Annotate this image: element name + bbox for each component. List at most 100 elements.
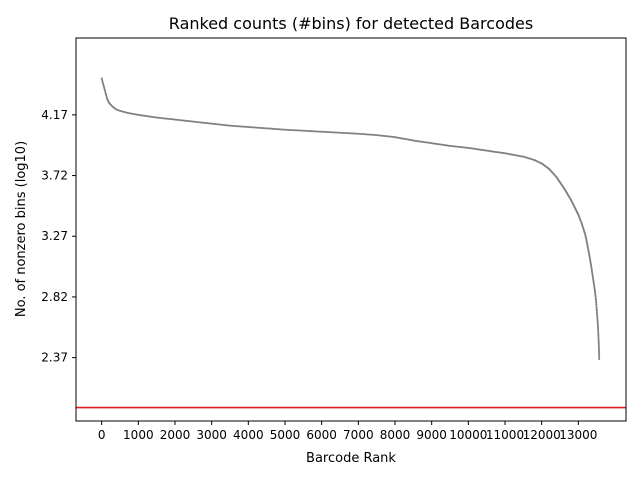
data-point bbox=[595, 308, 598, 311]
data-point bbox=[329, 131, 332, 134]
data-point bbox=[335, 131, 338, 134]
data-point bbox=[598, 357, 601, 360]
series-points bbox=[100, 77, 601, 360]
data-point bbox=[598, 350, 600, 353]
x-tick-label: 0 bbox=[98, 428, 106, 442]
data-point bbox=[597, 347, 600, 350]
data-point bbox=[597, 337, 600, 340]
data-point bbox=[310, 130, 313, 133]
data-point bbox=[311, 130, 314, 133]
data-point bbox=[597, 331, 600, 334]
data-point bbox=[284, 128, 286, 131]
plot-area bbox=[76, 77, 626, 409]
data-point bbox=[297, 129, 300, 132]
data-point bbox=[596, 319, 599, 322]
data-point bbox=[597, 329, 600, 332]
data-point bbox=[595, 309, 598, 312]
x-tick-label: 12000 bbox=[523, 428, 561, 442]
x-tick-label: 4000 bbox=[233, 428, 264, 442]
data-point bbox=[328, 131, 330, 134]
data-point bbox=[313, 130, 316, 133]
data-point bbox=[320, 130, 323, 133]
data-point bbox=[595, 301, 598, 304]
y-axis: 2.37 2.82 3.27 3.72 4.17 bbox=[41, 108, 76, 365]
data-point bbox=[286, 128, 289, 131]
y-tick-label: 4.17 bbox=[41, 108, 68, 122]
data-point bbox=[597, 344, 600, 347]
data-point bbox=[596, 320, 599, 323]
data-point bbox=[307, 130, 310, 132]
chart-title: Ranked counts (#bins) for detected Barco… bbox=[169, 14, 533, 33]
data-point bbox=[597, 341, 600, 344]
data-point bbox=[294, 129, 297, 132]
data-point bbox=[342, 131, 345, 134]
data-point bbox=[596, 322, 599, 325]
data-point bbox=[597, 334, 600, 337]
data-point bbox=[351, 132, 354, 135]
data-point bbox=[332, 131, 335, 134]
data-point bbox=[596, 325, 599, 328]
data-point bbox=[352, 132, 355, 135]
data-point bbox=[595, 311, 598, 314]
data-point bbox=[597, 342, 600, 345]
y-tick-label: 2.82 bbox=[41, 290, 68, 304]
data-point bbox=[308, 130, 311, 133]
x-axis-title: Barcode Rank bbox=[306, 451, 396, 466]
data-point bbox=[306, 129, 308, 132]
x-tick-label: 6000 bbox=[306, 428, 337, 442]
y-tick-label: 3.72 bbox=[41, 169, 68, 183]
data-point bbox=[354, 132, 357, 135]
data-point bbox=[596, 315, 599, 318]
x-tick-label: 5000 bbox=[270, 428, 301, 442]
data-point bbox=[285, 128, 288, 131]
x-tick-label: 10000 bbox=[449, 428, 487, 442]
data-point bbox=[597, 336, 600, 339]
data-point bbox=[330, 131, 333, 134]
data-point bbox=[298, 129, 301, 132]
data-point bbox=[347, 132, 350, 135]
data-point bbox=[295, 129, 298, 132]
data-point bbox=[325, 130, 328, 133]
data-point bbox=[595, 304, 598, 307]
x-tick-label: 9000 bbox=[416, 428, 447, 442]
data-point bbox=[597, 333, 600, 336]
data-point bbox=[598, 353, 601, 356]
data-point bbox=[595, 306, 598, 309]
data-point bbox=[339, 131, 342, 134]
data-point bbox=[598, 356, 601, 359]
data-point bbox=[598, 354, 601, 357]
data-point bbox=[338, 131, 341, 134]
data-point bbox=[355, 132, 358, 135]
data-point bbox=[341, 131, 344, 134]
data-point bbox=[323, 130, 326, 133]
x-tick-label: 13000 bbox=[559, 428, 597, 442]
data-point bbox=[350, 132, 352, 135]
data-point bbox=[333, 131, 336, 134]
data-point bbox=[317, 130, 320, 133]
data-point bbox=[596, 323, 599, 326]
data-point bbox=[597, 326, 600, 329]
data-point bbox=[597, 348, 600, 351]
data-point bbox=[595, 303, 598, 306]
y-tick-label: 2.37 bbox=[41, 351, 68, 365]
x-tick-label: 3000 bbox=[196, 428, 227, 442]
data-point bbox=[301, 129, 304, 132]
data-point bbox=[348, 132, 351, 135]
data-point bbox=[336, 131, 339, 134]
x-tick-label: 8000 bbox=[380, 428, 411, 442]
data-point bbox=[598, 351, 601, 354]
data-point bbox=[314, 130, 317, 133]
data-point bbox=[255, 126, 258, 129]
data-point bbox=[300, 129, 303, 132]
data-point bbox=[596, 314, 599, 317]
x-tick-label: 1000 bbox=[123, 428, 154, 442]
data-point bbox=[316, 130, 319, 133]
data-point bbox=[596, 317, 599, 320]
data-point bbox=[292, 129, 295, 132]
data-point bbox=[303, 129, 306, 132]
data-point bbox=[597, 328, 600, 331]
x-tick-label: 7000 bbox=[343, 428, 374, 442]
data-point bbox=[597, 345, 600, 348]
data-point bbox=[288, 128, 291, 131]
data-point bbox=[289, 129, 292, 132]
